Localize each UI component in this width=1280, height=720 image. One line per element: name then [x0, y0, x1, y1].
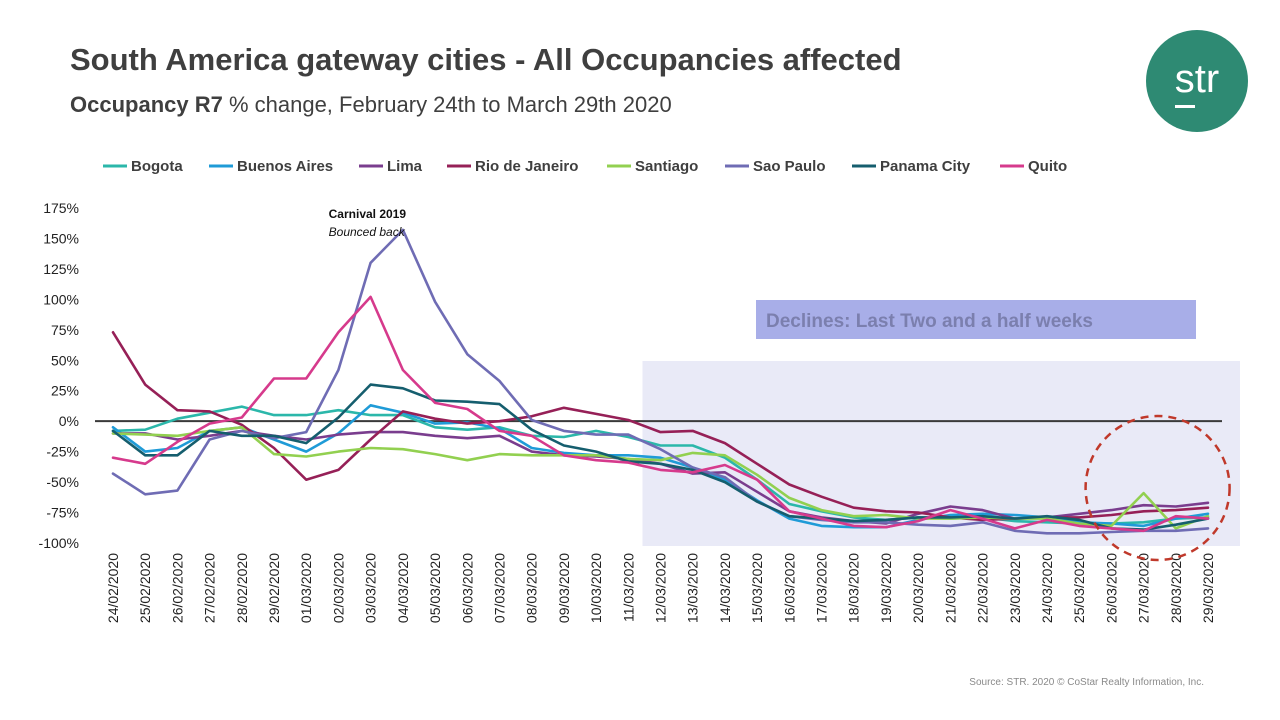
- carnival-annotation-title: Carnival 2019: [329, 207, 407, 221]
- y-tick-label: 25%: [51, 383, 79, 399]
- series-line-buenos-aires: [111, 403, 1210, 529]
- y-tick-label: 175%: [43, 200, 79, 216]
- legend: Bogota Buenos Aires Lima Rio de Janeiro Sant…: [103, 158, 1067, 175]
- legend-label: Buenos Aires: [237, 158, 333, 175]
- x-tick-label: 05/03/2020: [427, 553, 443, 623]
- annotations: Carnival 2019 Bounced back Declines: Last …: [329, 207, 1231, 562]
- str-logo: str: [1146, 30, 1248, 132]
- legend-label: Quito: [1028, 158, 1067, 175]
- x-tick-label: 24/03/2020: [1039, 553, 1055, 623]
- str-logo-text: str: [1175, 57, 1219, 101]
- series-layer: [111, 228, 1210, 535]
- y-tick-label: 125%: [43, 261, 79, 277]
- x-tick-label: 26/02/2020: [169, 553, 185, 623]
- y-tick-label: 75%: [51, 322, 79, 338]
- x-tick-label: 18/03/2020: [846, 553, 862, 623]
- x-tick-label: 20/03/2020: [910, 553, 926, 623]
- x-tick-label: 14/03/2020: [717, 553, 733, 623]
- x-tick-label: 13/03/2020: [685, 553, 701, 623]
- legend-label: Rio de Janeiro: [475, 158, 578, 175]
- x-tick-label: 07/03/2020: [491, 553, 507, 623]
- y-tick-label: -100%: [39, 535, 79, 551]
- declines-label: Declines: Last Two and a half weeks: [766, 311, 1093, 332]
- x-tick-label: 24/02/2020: [105, 553, 121, 623]
- y-tick-label: 0%: [59, 413, 79, 429]
- x-tick-label: 23/03/2020: [1007, 553, 1023, 623]
- x-tick-label: 03/03/2020: [363, 553, 379, 623]
- x-tick-label: 02/03/2020: [330, 553, 346, 623]
- x-tick-label: 12/03/2020: [653, 553, 669, 623]
- y-tick-label: 100%: [43, 291, 79, 307]
- legend-label: Santiago: [635, 158, 698, 175]
- x-tick-label: 19/03/2020: [878, 553, 894, 623]
- x-tick-label: 29/02/2020: [266, 553, 282, 623]
- series-line-sao-paulo: [111, 228, 1210, 535]
- y-tick-label: 150%: [43, 230, 79, 246]
- legend-label: Sao Paulo: [753, 158, 826, 175]
- x-tick-label: 22/03/2020: [975, 553, 991, 623]
- subtitle-bold: Occupancy R7: [70, 92, 223, 117]
- carnival-annotation-subtitle: Bounced back: [329, 225, 406, 239]
- str-logo-mark: str: [1175, 57, 1219, 108]
- x-tick-label: 29/03/2020: [1200, 553, 1216, 623]
- legend-label: Lima: [387, 158, 423, 175]
- x-tick-label: 15/03/2020: [749, 553, 765, 623]
- x-tick-label: 28/02/2020: [234, 553, 250, 623]
- legend-label: Bogota: [131, 158, 183, 175]
- subtitle-rest: % change, February 24th to March 29th 20…: [222, 92, 672, 117]
- highlight-circle: [1084, 414, 1231, 562]
- y-tick-label: -75%: [46, 505, 79, 521]
- series-line-bogota: [111, 405, 1210, 525]
- series-line-panama-city: [111, 383, 1210, 531]
- x-tick-label: 08/03/2020: [524, 553, 540, 623]
- chart-subtitle: Occupancy R7 % change, February 24th to …: [70, 92, 672, 118]
- source-note: Source: STR. 2020 © CoStar Realty Inform…: [969, 677, 1204, 688]
- x-tick-label: 04/03/2020: [395, 553, 411, 623]
- series-line-quito: [111, 295, 1210, 533]
- x-tick-label: 16/03/2020: [781, 553, 797, 623]
- x-tick-label: 26/03/2020: [1103, 553, 1119, 623]
- x-tick-label: 27/03/2020: [1136, 553, 1152, 623]
- y-tick-label: -50%: [46, 474, 79, 490]
- x-tick-label: 28/03/2020: [1168, 553, 1184, 623]
- chart-title: South America gateway cities - All Occup…: [70, 42, 902, 77]
- x-tick-label: 10/03/2020: [588, 553, 604, 623]
- x-axis: 24/02/2020 25/02/2020 26/02/2020 27/02/2020…: [105, 553, 1216, 623]
- x-tick-label: 27/02/2020: [202, 553, 218, 623]
- x-tick-label: 06/03/2020: [459, 553, 475, 623]
- y-tick-label: 50%: [51, 352, 79, 368]
- x-tick-label: 11/03/2020: [620, 553, 636, 622]
- legend-label: Panama City: [880, 158, 971, 175]
- x-tick-label: 17/03/2020: [814, 553, 830, 623]
- x-tick-label: 09/03/2020: [556, 553, 572, 623]
- y-tick-label: -25%: [46, 444, 79, 460]
- y-axis: 175% 150% 125% 100% 75% 50% 25% 0% -25% -50% -75% -…: [39, 200, 79, 551]
- x-tick-label: 25/03/2020: [1071, 553, 1087, 623]
- str-logo-underline: [1175, 105, 1195, 108]
- x-tick-label: 01/03/2020: [298, 553, 314, 623]
- declines-label-box: [756, 300, 1196, 339]
- x-tick-label: 21/03/2020: [942, 553, 958, 623]
- x-tick-label: 25/02/2020: [137, 553, 153, 623]
